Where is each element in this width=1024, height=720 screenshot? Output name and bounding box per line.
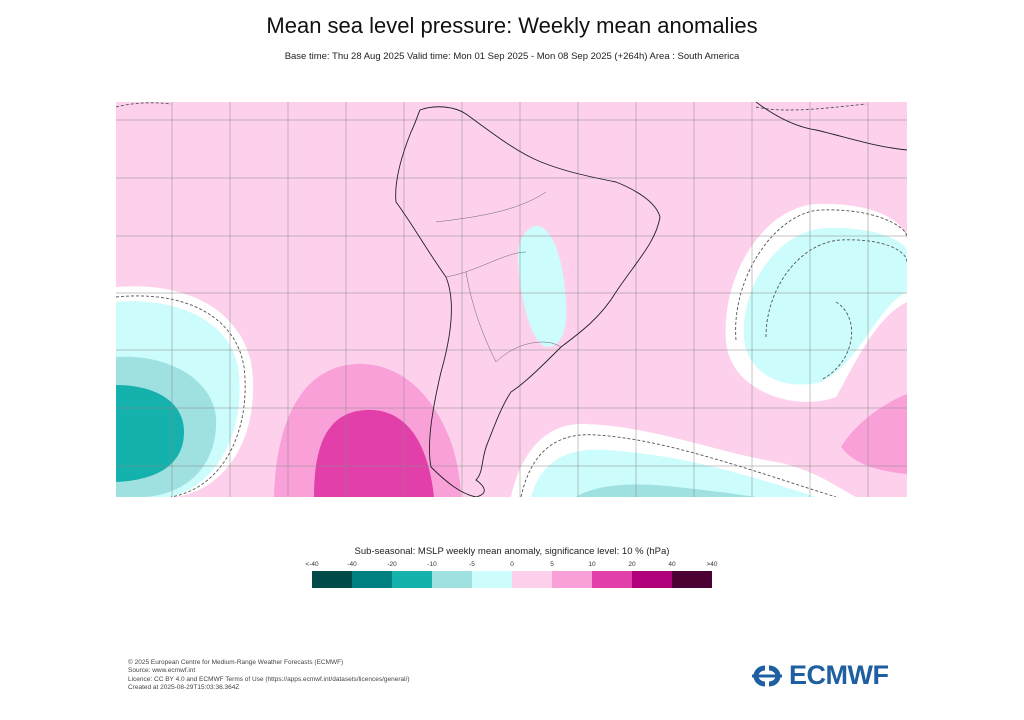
colorbar-tick-label: <-40 (305, 561, 319, 568)
footer-source: Source: www.ecmwf.int (128, 667, 196, 675)
colorbar-swatch (592, 571, 632, 588)
colorbar-swatch (632, 571, 672, 588)
anomaly-region-neg20-10-west (116, 385, 184, 482)
colorbar-tick-label: -20 (387, 561, 397, 568)
anomaly-region-5-10-east (841, 394, 907, 474)
ecmwf-logo-icon (752, 665, 782, 686)
colorbar-swatch (552, 571, 592, 588)
colorbar-tick-label: -40 (347, 561, 357, 568)
colorbar-swatch (472, 571, 512, 588)
colorbar-title: Sub-seasonal: MSLP weekly mean anomaly, … (354, 546, 670, 557)
colorbar-swatch (432, 571, 472, 588)
colorbar-tick-label: 40 (668, 561, 676, 568)
footer-created: Created at 2025-08-29T15:03:36.364Z (128, 684, 240, 692)
colorbar-tick-label: -10 (427, 561, 437, 568)
footer-copyright: © 2025 European Centre for Medium-Range … (128, 659, 344, 666)
colorbar-swatch (352, 571, 392, 588)
page-subtitle: Base time: Thu 28 Aug 2025 Valid time: M… (284, 51, 740, 62)
anomaly-region-neg5-0-southatlantic (531, 449, 816, 497)
colorbar-swatch (512, 571, 552, 588)
colorbar-tick-label: 10 (588, 561, 596, 568)
anomaly-region-neg10-5-southatlantic (576, 484, 756, 497)
footer: © 2025 European Centre for Medium-Range … (128, 659, 410, 693)
colorbar-swatch (672, 571, 712, 588)
page-title: Mean sea level pressure: Weekly mean ano… (266, 13, 758, 38)
colorbar-tick-label: >40 (706, 561, 718, 568)
colorbar-tick-label: 0 (510, 561, 514, 568)
colorbar-tick-labels: <-40 -40 -20 -10 -5 0 5 10 20 40 >40 (305, 561, 717, 571)
colorbar-tick-label: 20 (628, 561, 636, 568)
footer-licence: Licence: CC BY 4.0 and ECMWF Terms of Us… (128, 675, 410, 683)
anomaly-region-neg5-0-bolivia (517, 226, 567, 347)
colorbar (312, 571, 712, 588)
colorbar-swatch (312, 571, 352, 588)
country-borders (435, 191, 562, 363)
colorbar-tick-label: -5 (469, 561, 475, 568)
logo-text: ECMWF (789, 660, 889, 690)
colorbar-swatch (392, 571, 432, 588)
graticule (116, 102, 907, 497)
colorbar-tick-label: 5 (550, 561, 554, 568)
south-america-coastline (395, 106, 661, 497)
anomaly-region-neg5-0-east (743, 227, 907, 385)
anomaly-map (116, 102, 907, 497)
ecmwf-logo: ECMWF (748, 660, 889, 691)
central-america-coastline (755, 102, 907, 151)
